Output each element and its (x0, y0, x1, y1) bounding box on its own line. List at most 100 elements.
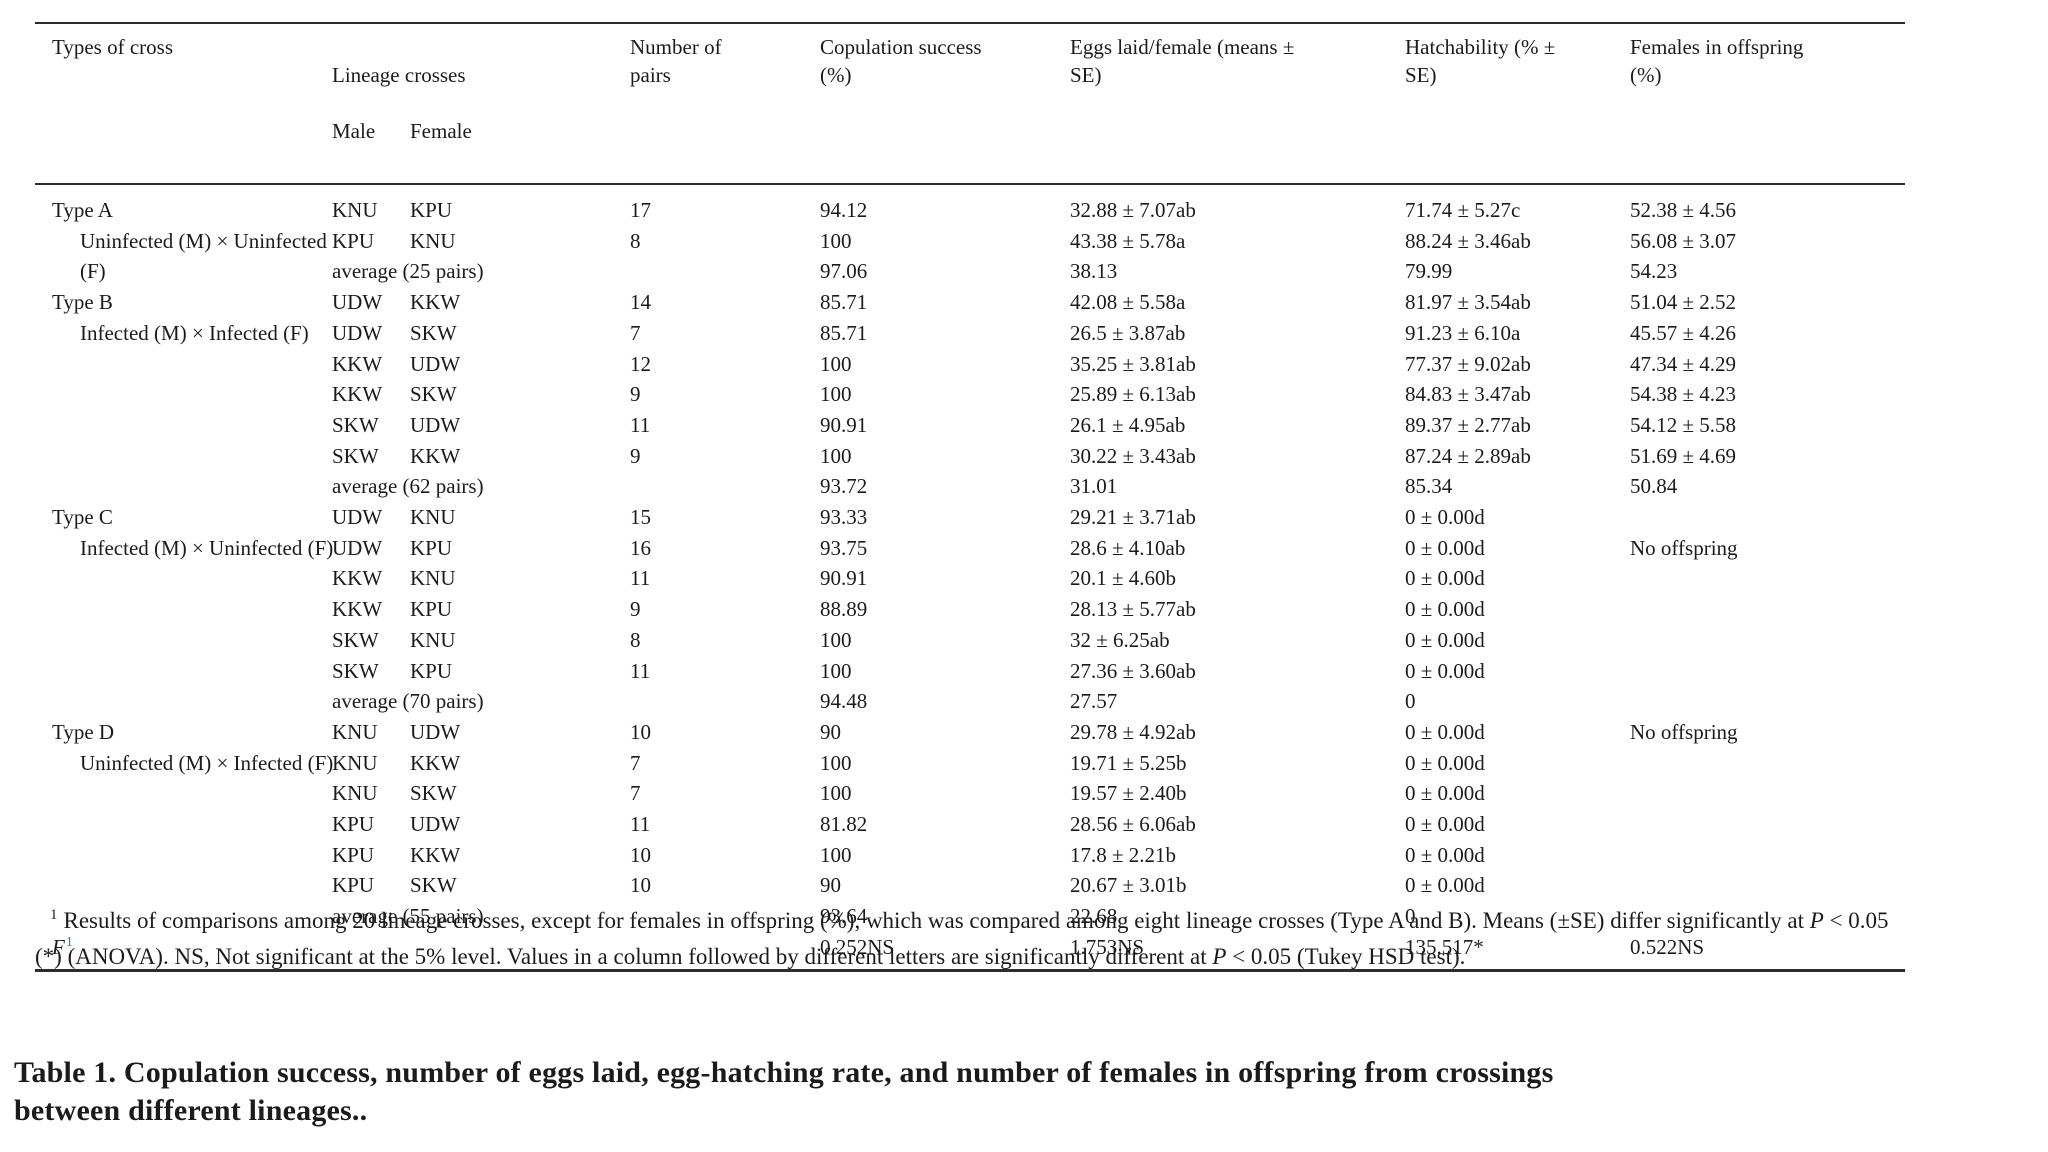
cell-type-of-cross (35, 809, 332, 840)
cell-female: UDW (410, 719, 461, 744)
table-row: KNU SKW 7 100 19.57 ± 2.40b 0 ± 0.00d (35, 778, 1905, 809)
cell-pairs: 7 (630, 781, 641, 806)
cell-females-in-offspring: 0.522NS (1630, 934, 1705, 959)
cell-hatchability: 0 ± 0.00d (1405, 842, 1485, 867)
header-row: Types of cross Lineage crosses Male Fema… (35, 23, 1905, 185)
cell-pairs: 7 (630, 750, 641, 775)
cell-male: KKW (332, 566, 383, 591)
footnote-text: < 0.05 (Tukey HSD test). (1226, 943, 1466, 969)
cell-female: KPU (410, 535, 453, 560)
cell-hatchability: 0 ± 0.00d (1405, 566, 1485, 591)
cell-type-of-cross (35, 686, 332, 717)
cell-copulation-success: 93.75 (820, 535, 868, 560)
cell-type-of-cross: Infected (M) × Uninfected (F) (80, 535, 334, 560)
cell-eggs-laid: 28.56 ± 6.06ab (1070, 812, 1196, 837)
table-header: Types of cross Lineage crosses Male Fema… (35, 23, 1905, 185)
cell-male: KPU (332, 873, 375, 898)
cell-female: KPU (410, 198, 453, 222)
cell-eggs-laid: 28.6 ± 4.10ab (1070, 535, 1186, 560)
cell-pairs: 10 (630, 842, 651, 867)
cell-eggs-laid: 27.36 ± 3.60ab (1070, 658, 1196, 683)
cell-male: KNU (332, 781, 378, 806)
cell-eggs-laid: 28.13 ± 5.77ab (1070, 597, 1196, 622)
cell-type-of-cross (35, 379, 332, 410)
cell-copulation-success: 85.71 (820, 290, 868, 315)
cell-pairs: 8 (630, 627, 641, 652)
table-row: KKW KNU 11 90.91 20.1 ± 4.60b 0 ± 0.00d (35, 563, 1905, 594)
cell-type-of-cross (35, 563, 332, 594)
table-row: average (55 pairs) 93.64 22.68 0 (35, 901, 1905, 932)
cell-hatchability: 79.99 (1405, 259, 1453, 284)
cell-type-of-cross: Infected (M) × Infected (F) (80, 320, 309, 345)
cell-female: KNU (410, 228, 456, 253)
cell-copulation-success: 93.33 (820, 505, 868, 530)
cell-female: UDW (410, 412, 461, 437)
table-row: Infected (M) × Uninfected (F) UDW KPU 16 93.… (35, 533, 1905, 564)
cell-female: KKW (410, 443, 461, 468)
cell-copulation-success: 90.91 (820, 566, 868, 591)
cell-eggs-laid: 20.67 ± 3.01b (1070, 873, 1187, 898)
cell-male: SKW (332, 443, 379, 468)
table-row: Uninfected (M) × Infected (F) KNU KKW 7 100 1… (35, 748, 1905, 779)
cell-type-of-cross (35, 441, 332, 472)
cell-copulation-success: 90.91 (820, 412, 868, 437)
cell-hatchability: 84.83 ± 3.47ab (1405, 382, 1531, 407)
cell-eggs-laid: 26.1 ± 4.95ab (1070, 412, 1186, 437)
cell-eggs-laid: 32.88 ± 7.07ab (1070, 198, 1196, 222)
cell-female: KKW (410, 290, 461, 315)
table-row: Infected (M) × Infected (F) UDW SKW 7 85.71 2… (35, 318, 1905, 349)
table-row: SKW KPU 11 100 27.36 ± 3.60ab 0 ± 0.00d (35, 656, 1905, 687)
cell-type-of-cross (35, 594, 332, 625)
crossings-table: Types of cross Lineage crosses Male Fema… (35, 22, 1905, 973)
cell-type-of-cross (35, 471, 332, 502)
cell-eggs-laid: 26.5 ± 3.87ab (1070, 320, 1186, 345)
table-row: Type C UDW KNU 15 93.33 29.21 ± 3.71ab 0 ± 0.0… (35, 502, 1905, 533)
cell-females-in-offspring: 47.34 ± 4.29 (1630, 351, 1737, 376)
cell-copulation-success: 100 (820, 627, 852, 652)
footnote-link[interactable]: 1 (65, 934, 73, 950)
table-row: KKW SKW 9 100 25.89 ± 6.13ab 84.83 ± 3.47ab 54… (35, 379, 1905, 410)
cell-male: UDW (332, 320, 383, 345)
col-header-eggs-laid: Eggs laid/female (means ± SE) (1070, 23, 1405, 185)
table-caption: Table 1. Copulation success, number of e… (14, 1056, 1554, 1127)
cell-females-in-offspring: 45.57 ± 4.26 (1630, 320, 1737, 345)
cell-females-in-offspring: 54.12 ± 5.58 (1630, 412, 1737, 437)
cell-eggs-laid: 1.753NS (1070, 934, 1145, 959)
cell-pairs: 10 (630, 873, 651, 898)
cell-hatchability: 135.517* (1405, 934, 1484, 959)
cell-male: KPU (332, 812, 375, 837)
cell-hatchability: 81.97 ± 3.54ab (1405, 290, 1531, 315)
cell-hatchability: 0 (1405, 689, 1416, 714)
col-header-females-in-offspring: Females in offspring (%) (1630, 23, 1905, 185)
cell-type-of-cross (35, 870, 332, 901)
cell-copulation-success: 100 (820, 443, 852, 468)
col-header-copulation-success: Copulation success (%) (820, 23, 1070, 185)
cell-male: KNU (332, 198, 378, 222)
col-header-hatchability: Hatchability (% ± SE) (1405, 23, 1630, 185)
cell-type-of-cross (35, 656, 332, 687)
cell-female: KNU (410, 566, 456, 591)
cell-pairs: 12 (630, 351, 651, 376)
cell-hatchability: 85.34 (1405, 474, 1453, 499)
cell-hatchability: 0 ± 0.00d (1405, 597, 1485, 622)
cell-copulation-success: 100 (820, 382, 852, 407)
cell-type-of-cross (35, 840, 332, 871)
cell-pairs: 8 (630, 228, 641, 253)
cell-females-in-offspring: 52.38 ± 4.56 (1630, 198, 1737, 222)
cell-hatchability: 0 ± 0.00d (1405, 812, 1485, 837)
footnote-p-italic: P (1809, 908, 1824, 933)
cell-females-in-offspring (1630, 686, 1905, 717)
cell-male: KPU (332, 842, 375, 867)
cell-females-in-offspring: No offspring (1630, 535, 1738, 560)
cell-hatchability: 0 ± 0.00d (1405, 873, 1485, 898)
cell-copulation-success: 100 (820, 228, 852, 253)
cell-male: SKW (332, 658, 379, 683)
footnote-p-italic: P (1212, 943, 1227, 969)
cell-copulation-success: 0.252NS (820, 934, 895, 959)
cell-copulation-success: 85.71 (820, 320, 868, 345)
cell-hatchability: 88.24 ± 3.46ab (1405, 228, 1531, 253)
cell-eggs-laid: 32 ± 6.25ab (1070, 627, 1170, 652)
cell-females-in-offspring (1630, 502, 1905, 533)
cell-f-label: F1 (35, 932, 332, 963)
cell-eggs-laid: 17.8 ± 2.21b (1070, 842, 1177, 867)
